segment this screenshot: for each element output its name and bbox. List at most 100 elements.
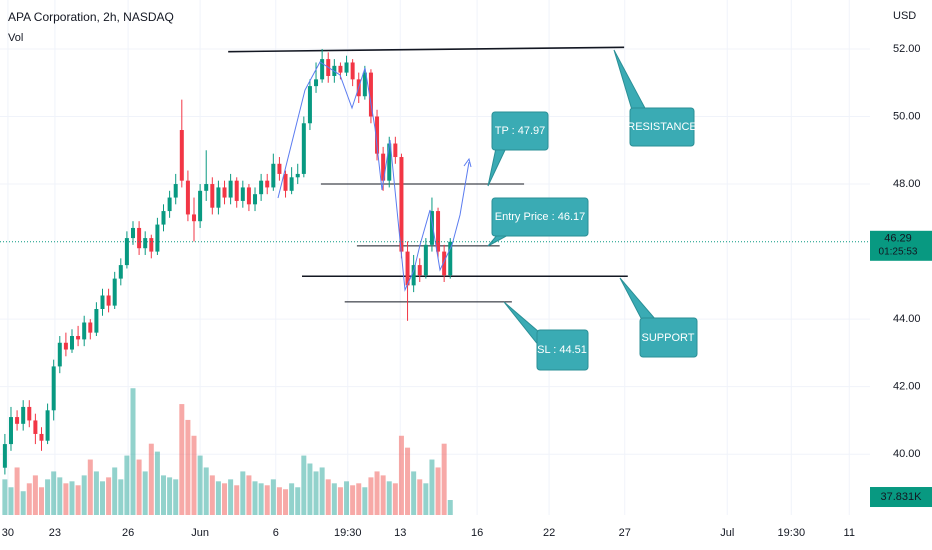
x-tick-label: 11 — [844, 527, 855, 539]
candle-body — [57, 342, 62, 367]
candle-body — [429, 211, 434, 245]
callout-text: Entry Price : 46.17 — [495, 211, 586, 223]
volume-bar — [368, 477, 374, 515]
candle-body — [320, 59, 325, 80]
x-tick-label: 26 — [122, 527, 134, 539]
callout-box — [639, 317, 698, 358]
volume-bar — [380, 475, 386, 515]
candle-body — [192, 214, 197, 222]
candle-body — [307, 86, 312, 124]
candle-body — [69, 336, 74, 350]
volume-bar — [356, 483, 362, 515]
candle-body — [271, 163, 276, 188]
volume-bar — [203, 467, 209, 515]
candle-body — [33, 420, 38, 434]
volume-bar — [215, 481, 221, 515]
candle-body — [39, 433, 44, 441]
candle-body — [301, 123, 306, 174]
candle-body — [277, 163, 282, 174]
volume-bar — [350, 485, 356, 515]
callout-box — [629, 107, 695, 147]
volume-bar — [57, 477, 63, 515]
y-tick-label: 52.00 — [893, 43, 921, 55]
y-tick-label: 40.00 — [893, 448, 921, 460]
currency-label: USD — [893, 10, 916, 22]
levels — [228, 46, 628, 303]
x-tick-label: 13 — [394, 527, 406, 539]
candle-body — [240, 187, 245, 201]
candle-body — [442, 251, 447, 276]
volume-bar — [258, 483, 264, 515]
candle-body — [399, 157, 404, 252]
volume-label: 37.831K — [881, 491, 923, 503]
candle-body — [94, 309, 99, 333]
volume-bar — [447, 500, 453, 515]
candle-body — [253, 194, 258, 205]
volume-bar — [362, 487, 368, 515]
candle-body — [179, 130, 184, 181]
candle-body — [27, 406, 32, 421]
zigzag — [277, 61, 470, 292]
volume-bar — [148, 443, 154, 515]
volume-bar — [331, 483, 337, 515]
candle-body — [112, 278, 117, 306]
volume-bar — [99, 481, 105, 515]
x-tick-label: 30 — [2, 527, 14, 539]
candle-body — [222, 187, 227, 198]
volume-bar — [14, 467, 20, 515]
volume-bar — [374, 471, 380, 515]
volume-bar — [118, 479, 124, 515]
candle-body — [76, 336, 81, 340]
candle-body — [228, 180, 233, 198]
x-tick-label: 19:30 — [778, 527, 806, 539]
volume-bar — [179, 404, 185, 515]
price-label: 46.29 — [884, 233, 912, 245]
volume-bar — [441, 443, 447, 515]
candle-body — [265, 180, 270, 188]
candle-body — [344, 62, 349, 73]
volume-bar — [307, 463, 313, 515]
candle-body — [387, 143, 392, 181]
volume-bar — [429, 459, 435, 515]
volume-bar — [136, 459, 142, 515]
volume-bar — [417, 479, 423, 515]
volume-bar — [69, 481, 75, 515]
volume-bar — [325, 479, 331, 515]
volume-pane — [2, 388, 453, 515]
candle-body — [63, 342, 68, 350]
candle-body — [137, 227, 142, 249]
volume-bar — [398, 435, 404, 515]
volume-bar — [252, 481, 258, 515]
volume-bar — [246, 475, 252, 515]
candle-body — [204, 184, 209, 191]
candle-body — [2, 444, 7, 468]
volume-bar — [93, 471, 99, 515]
volume-bar — [319, 467, 325, 515]
y-tick-label: 50.00 — [893, 110, 921, 122]
x-tick-label: 23 — [49, 527, 61, 539]
volume-bar — [411, 471, 417, 515]
volume-bar — [124, 455, 130, 515]
volume-bar — [405, 447, 411, 515]
candles — [2, 48, 453, 475]
candle-body — [381, 153, 386, 181]
volume-bar — [106, 477, 112, 515]
candle-body — [289, 177, 294, 191]
y-tick-label: 44.00 — [893, 313, 921, 325]
candle-body — [350, 62, 355, 80]
volume-bar — [386, 481, 392, 515]
candle-body — [45, 410, 50, 441]
volume-bar — [81, 475, 87, 515]
volume-bar — [295, 487, 301, 515]
candle-body — [411, 265, 416, 286]
volume-bar — [289, 483, 295, 515]
volume-bar — [435, 467, 441, 515]
axes: 40.00 42.00 44.00 48.00 50.00 52.00 30 23 26 Jun 6… — [0, 43, 932, 539]
candle-body — [143, 238, 148, 249]
callout-text: SL : 44.51 — [537, 344, 587, 356]
candle-body — [51, 366, 56, 411]
volume-bar — [337, 487, 343, 515]
callout-text: SUPPORT — [642, 332, 695, 344]
volume-bar — [63, 483, 69, 515]
